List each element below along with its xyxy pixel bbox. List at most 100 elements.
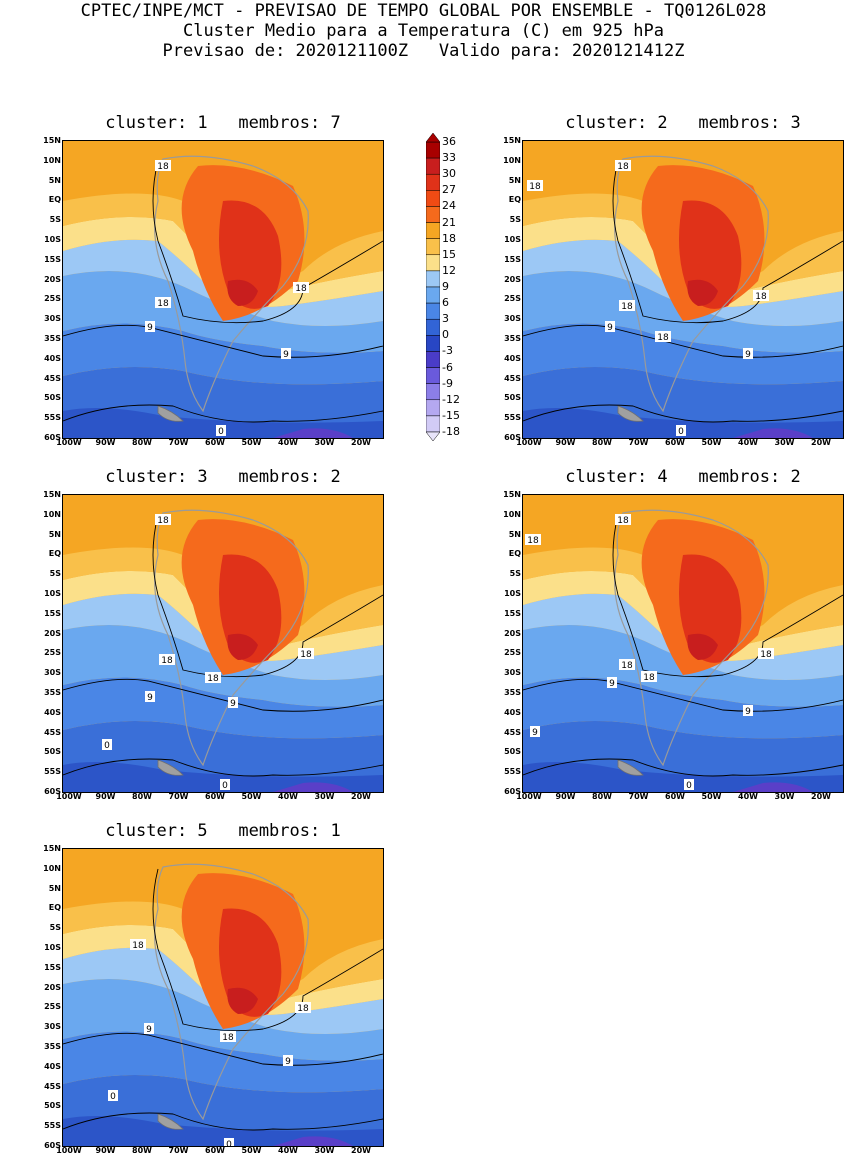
contour-label: 18 — [758, 648, 774, 660]
contour-label: 0 — [224, 1138, 234, 1146]
latitude-label: 50S — [44, 1101, 61, 1111]
panel-title: cluster: 2 membros: 3 — [565, 113, 801, 133]
longitude-label: 70W — [168, 438, 189, 447]
latitude-label: EQ — [48, 195, 61, 205]
contour-label: 18 — [205, 672, 221, 684]
contour-label: 18 — [619, 300, 635, 312]
colorbar-label: 18 — [442, 231, 456, 245]
latitude-label: 5N — [508, 175, 521, 185]
colorbar-label: 36 — [442, 135, 456, 148]
latitude-label: 55S — [504, 413, 521, 423]
header-line-3: Previsao de: 2020121100Z Valido para: 20… — [162, 41, 685, 61]
latitude-label: 35S — [504, 688, 521, 697]
contour-label: 9 — [145, 321, 155, 333]
contour-label: 18 — [753, 290, 769, 302]
latitude-label: 5S — [49, 923, 61, 933]
longitude-label: 30W — [314, 1146, 335, 1155]
longitude-label: 60W — [205, 438, 225, 447]
longitude-label: 20W — [811, 438, 831, 447]
contour-label: 18 — [295, 1002, 311, 1014]
colorbar-swatch — [426, 351, 440, 368]
svg-text:9: 9 — [146, 1025, 152, 1035]
latitude-label: 5N — [48, 883, 61, 893]
contour-label: 9 — [145, 691, 155, 703]
svg-text:18: 18 — [617, 162, 629, 172]
latitude-label: EQ — [508, 549, 521, 559]
latitude-label: 30S — [44, 668, 61, 678]
svg-text:0: 0 — [110, 1092, 116, 1102]
latitude-label: 35S — [44, 1042, 61, 1051]
latitude-label: 10N — [43, 155, 61, 165]
colorbar-swatch — [426, 302, 440, 320]
contour-label: 9 — [607, 677, 617, 689]
latitude-label: 50S — [504, 747, 521, 757]
colorbar-label: 33 — [442, 151, 456, 165]
contour-label: 0 — [102, 739, 112, 751]
longitude-label: 40W — [738, 792, 758, 801]
latitude-label: 5N — [48, 175, 61, 185]
colorbar-label: -18 — [442, 425, 460, 438]
header-line-1: CPTEC/INPE/MCT - PREVISAO DE TEMPO GLOBA… — [80, 1, 767, 21]
contour-label: 18 — [641, 671, 657, 683]
svg-text:9: 9 — [230, 699, 236, 709]
longitude-label: 50W — [241, 438, 262, 447]
contour-label: 9 — [281, 348, 291, 360]
latitude-label: 5N — [508, 529, 521, 539]
contour-label: 9 — [743, 348, 753, 360]
svg-text:18: 18 — [657, 333, 669, 343]
longitude-label: 90W — [555, 438, 576, 447]
svg-text:0: 0 — [226, 1140, 232, 1146]
colorbar-swatch — [426, 318, 440, 336]
longitude-label: 100W — [516, 438, 542, 447]
longitude-label: 60W — [665, 438, 685, 447]
longitude-label: 80W — [132, 438, 152, 447]
latitude-label: 15S — [504, 254, 521, 264]
latitude-label: 60S — [44, 1141, 61, 1150]
colorbar-label: 27 — [442, 183, 456, 197]
svg-text:9: 9 — [532, 728, 538, 738]
latitude-label: 45S — [44, 727, 61, 737]
latitude-label: 50S — [44, 393, 61, 403]
colorbar-swatch — [426, 367, 440, 384]
svg-text:18: 18 — [621, 302, 633, 312]
longitude-label: 100W — [56, 1146, 82, 1155]
svg-text:18: 18 — [300, 650, 312, 660]
svg-text:9: 9 — [147, 323, 153, 333]
latitude-label: 50S — [44, 747, 61, 757]
panel-title: cluster: 4 membros: 2 — [565, 467, 801, 487]
longitude-label: 40W — [738, 438, 758, 447]
colorbar-swatch — [426, 222, 440, 239]
colorbar-label: -12 — [442, 392, 460, 406]
latitude-label: 30S — [44, 1022, 61, 1032]
longitude-label: 20W — [351, 792, 371, 801]
svg-text:18: 18 — [643, 673, 655, 683]
colorbar-swatch — [426, 190, 440, 207]
colorbar-label: 12 — [442, 263, 456, 277]
longitude-label: 20W — [351, 438, 371, 447]
temperature-map: 18 18 18 18 18 9 9 0 — [522, 140, 844, 439]
svg-text:18: 18 — [207, 674, 219, 684]
colorbar-swatch — [426, 383, 440, 401]
longitude-label: 70W — [168, 1146, 189, 1155]
latitude-label: 5S — [509, 569, 521, 579]
latitude-label: 60S — [504, 787, 521, 796]
header-line-2: Cluster Medio para a Temperatura (C) em … — [182, 21, 665, 41]
svg-text:18: 18 — [527, 536, 539, 546]
latitude-label: 15N — [43, 490, 61, 499]
longitude-label: 20W — [811, 792, 831, 801]
longitude-label: 70W — [168, 792, 189, 801]
latitude-label: 35S — [44, 688, 61, 697]
contour-label: 18 — [130, 939, 146, 951]
latitude-label: 45S — [504, 727, 521, 737]
latitude-label: 45S — [44, 373, 61, 383]
latitude-label: 60S — [44, 433, 61, 442]
longitude-label: 20W — [351, 1146, 371, 1155]
latitude-label: EQ — [48, 549, 61, 559]
longitude-label: 40W — [278, 438, 298, 447]
svg-text:18: 18 — [132, 941, 144, 951]
contour-label: 0 — [216, 425, 226, 437]
svg-text:18: 18 — [755, 292, 767, 302]
latitude-label: 10S — [504, 589, 521, 598]
latitude-label: 45S — [44, 1081, 61, 1091]
latitude-label: 10N — [43, 509, 61, 519]
